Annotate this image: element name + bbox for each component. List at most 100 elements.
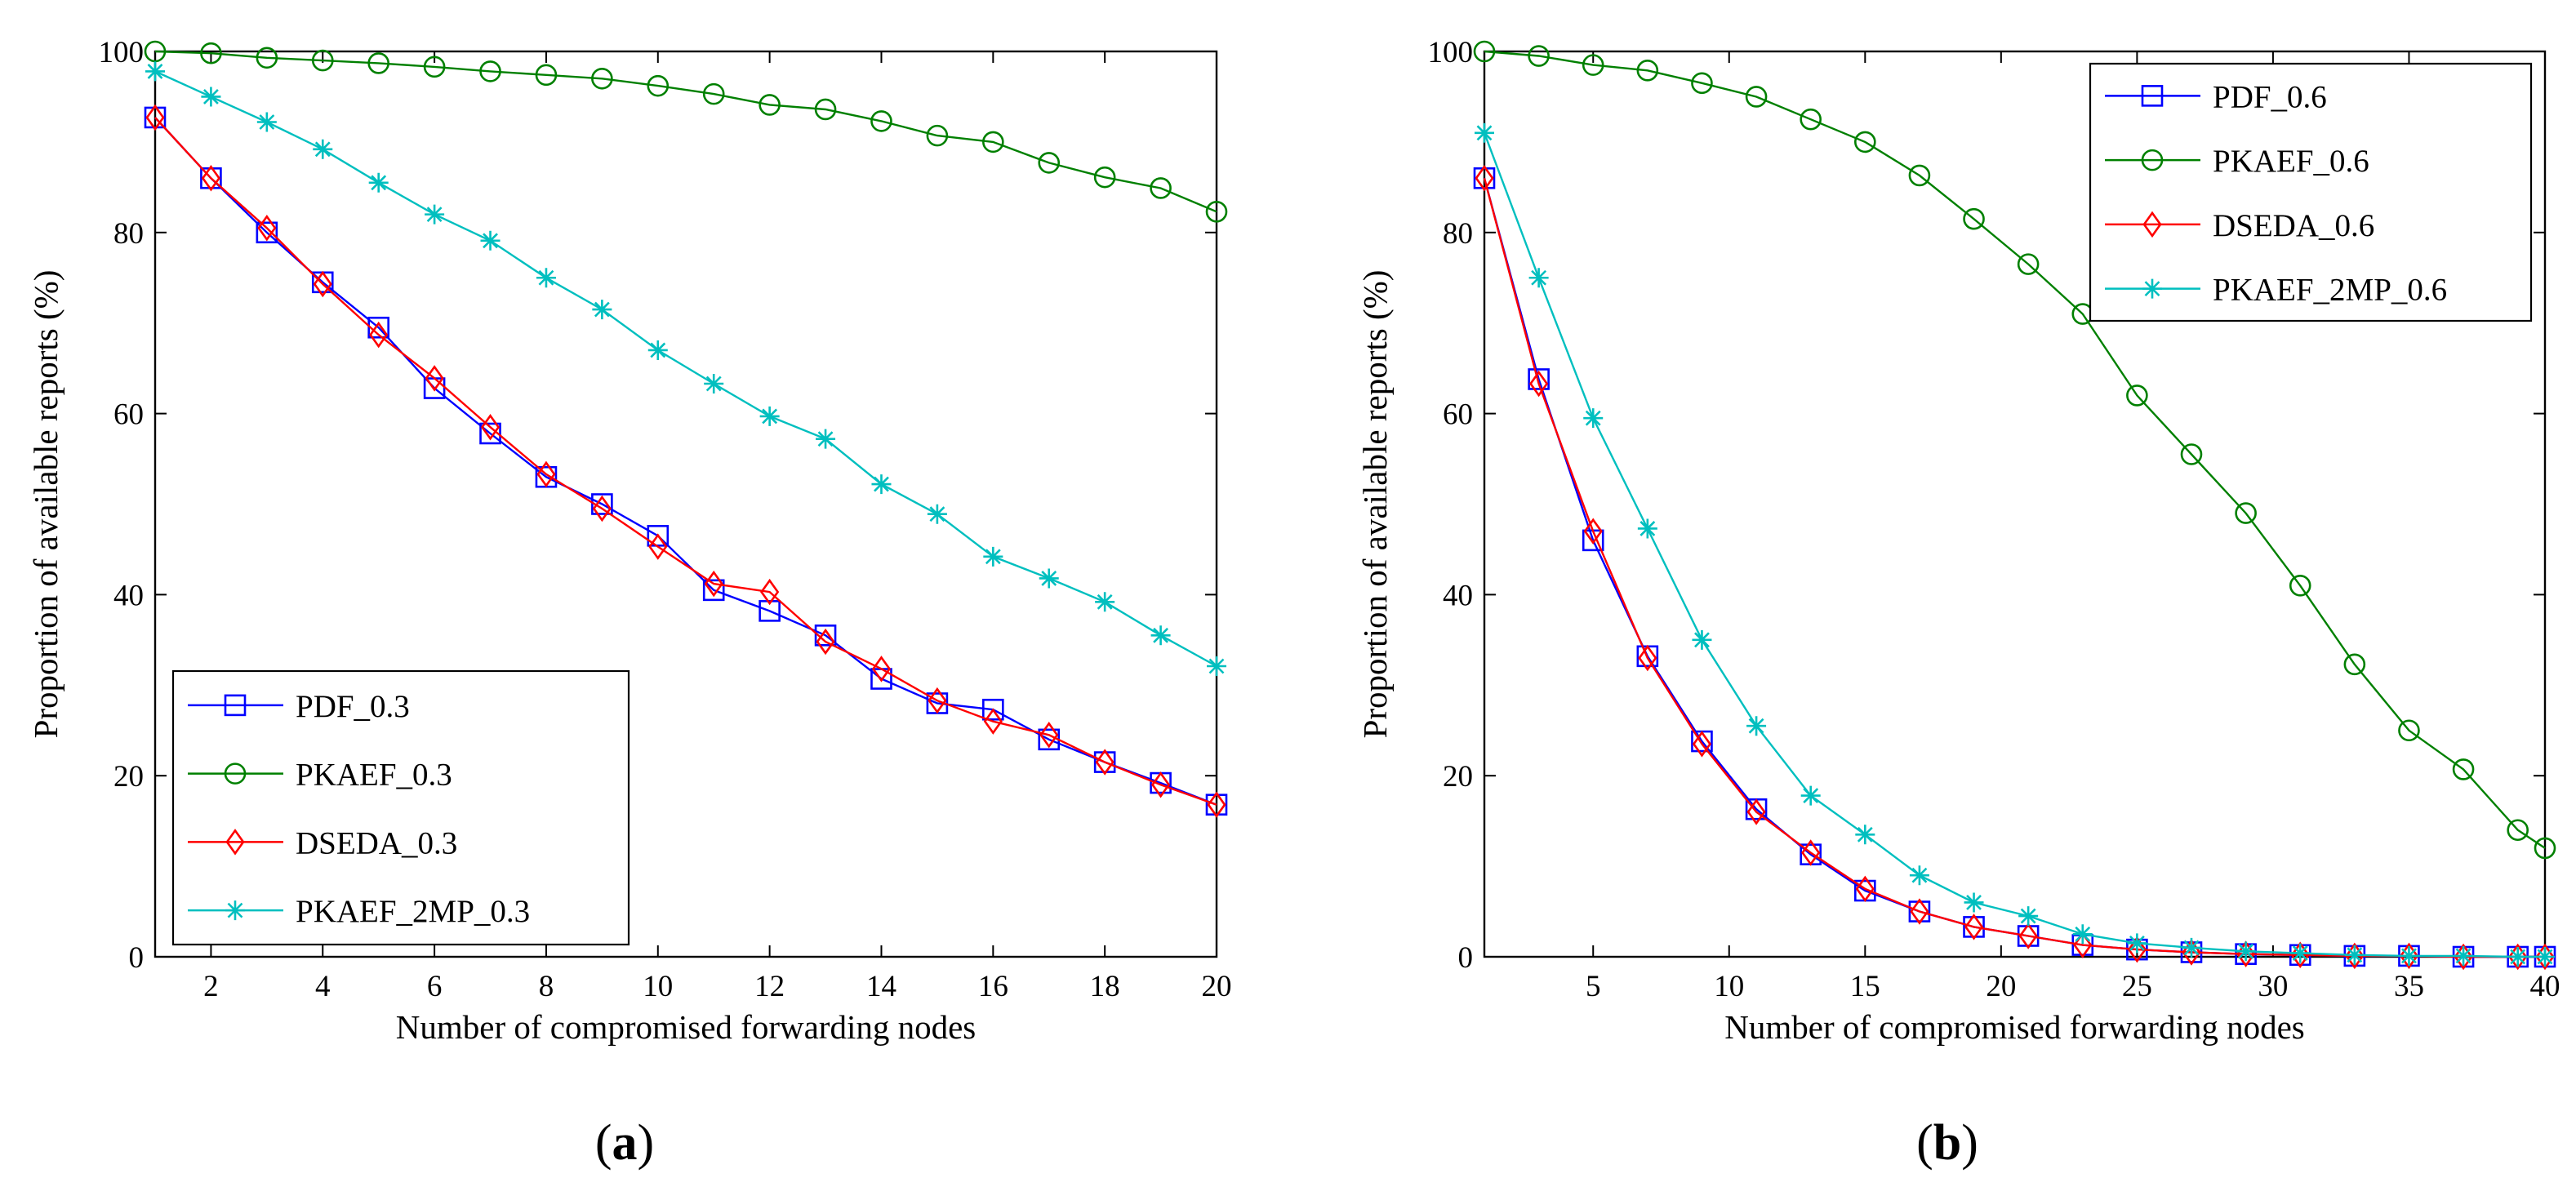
data-point: [369, 321, 389, 349]
data-point: [870, 110, 892, 132]
data-point: [1637, 518, 1657, 539]
data-point: [1207, 791, 1226, 818]
data-point: [2182, 937, 2201, 958]
legend-label: PDF_0.3: [296, 689, 410, 724]
y-axis-label: Proportion of available reports (%): [27, 270, 65, 739]
data-point: [1964, 892, 1984, 913]
legend-label: DSEDA_0.6: [2213, 208, 2374, 243]
data-point: [1908, 164, 1931, 187]
data-point: [871, 474, 892, 495]
data-point: [1745, 86, 1768, 108]
data-point: [928, 687, 947, 714]
data-point: [1964, 914, 1984, 940]
data-point: [367, 52, 389, 74]
x-axis-label: Number of compromised forwarding nodes: [1724, 1008, 2305, 1046]
data-point: [1800, 108, 1822, 131]
data-point: [982, 698, 1004, 721]
legend-marker: [224, 694, 247, 717]
data-point: [536, 268, 556, 288]
data-point: [2507, 819, 2529, 842]
data-point: [927, 504, 947, 524]
data-point: [704, 374, 724, 394]
data-point: [368, 172, 389, 193]
x-axis-label: Number of compromised forwarding nodes: [396, 1008, 977, 1046]
legend-label: PKAEF_0.3: [296, 758, 452, 793]
data-point: [535, 64, 558, 87]
x-tick-label: 40: [2530, 970, 2560, 1003]
legend-label: PKAEF_2MP_0.6: [2213, 273, 2447, 308]
data-point: [479, 60, 501, 82]
data-point: [1475, 165, 1494, 192]
data-point: [2127, 933, 2147, 954]
data-point: [2017, 253, 2040, 275]
data-point: [982, 131, 1004, 153]
data-point: [2127, 936, 2147, 963]
data-point: [1095, 749, 1114, 776]
data-point: [480, 413, 501, 441]
data-point: [479, 422, 501, 445]
x-tick-label: 10: [1714, 970, 1744, 1003]
data-point: [1528, 268, 1549, 288]
x-tick-label: 30: [2258, 970, 2288, 1003]
data-point: [2454, 943, 2473, 971]
series-DSEDA_0.3: [145, 104, 1226, 818]
data-point: [2399, 945, 2419, 966]
legend-label: PDF_0.6: [2213, 79, 2327, 114]
data-point: [144, 40, 167, 63]
data-point: [1746, 716, 1767, 736]
data-point: [2290, 943, 2311, 963]
x-tick-label: 18: [1090, 970, 1120, 1003]
data-point: [926, 124, 949, 147]
legend-item: PKAEF_0.6: [2105, 144, 2369, 179]
data-point: [1692, 629, 1712, 650]
legend-marker: [224, 762, 247, 785]
data-point: [814, 98, 837, 121]
series-line: [154, 117, 1217, 806]
legend-marker: [2142, 211, 2162, 238]
x-tick-label: 16: [978, 970, 1008, 1003]
data-point: [760, 578, 780, 606]
data-point: [1910, 898, 1929, 925]
y-tick-label: 0: [129, 941, 145, 975]
y-tick-label: 60: [113, 398, 144, 432]
data-point: [536, 460, 556, 488]
legend-item: PKAEF_2MP_0.3: [188, 894, 530, 929]
panel-a: 2 4 6 8 10 12 14 16 18 20 0 20 40 60 80 100 Number of co…: [27, 36, 1232, 1171]
data-point: [2508, 943, 2528, 971]
data-point: [1475, 122, 1494, 143]
data-point: [367, 316, 389, 339]
data-point: [2236, 941, 2256, 962]
series-PKAEF_0.3: [144, 40, 1228, 223]
data-point: [1583, 408, 1604, 429]
legend-marker: [225, 829, 245, 856]
legend-marker: [2141, 85, 2164, 107]
y-tick-label: 20: [113, 760, 144, 794]
data-point: [592, 300, 612, 320]
legend-marker: [2142, 278, 2162, 299]
data-point: [1150, 771, 1171, 798]
legend-item: DSEDA_0.3: [188, 825, 457, 860]
data-point: [1150, 177, 1172, 199]
data-point: [256, 47, 278, 69]
panel-caption: (a): [595, 1115, 654, 1171]
legend: PDF_0.3 PKAEF_0.3 DSEDA_0.3 PKAEF_2MP_0.3: [171, 669, 630, 946]
data-point: [425, 365, 444, 392]
data-point: [2343, 653, 2366, 676]
y-tick-label: 80: [113, 217, 144, 251]
data-point: [311, 49, 334, 72]
data-point: [2399, 942, 2419, 970]
panel-caption-letter: a: [612, 1115, 638, 1171]
data-point: [201, 165, 221, 192]
data-point: [2534, 837, 2556, 860]
data-point: [1855, 875, 1875, 903]
y-tick-label: 40: [113, 579, 144, 612]
data-point: [423, 56, 446, 78]
data-point: [2235, 502, 2257, 524]
data-point: [1150, 625, 1171, 646]
series-PKAEF_2MP_0.3: [145, 61, 1226, 677]
y-tick-label: 0: [1458, 941, 1474, 975]
x-tick-label: 25: [2122, 970, 2152, 1003]
data-point: [1583, 518, 1603, 545]
data-point: [200, 42, 222, 64]
